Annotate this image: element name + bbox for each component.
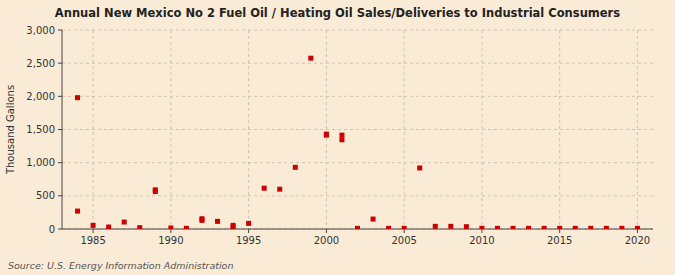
point — [526, 226, 531, 229]
y-tick — [58, 129, 62, 130]
point — [339, 133, 344, 138]
point — [324, 132, 329, 137]
point — [215, 219, 220, 224]
point — [511, 226, 516, 229]
point — [246, 221, 251, 226]
point — [417, 165, 422, 170]
point — [262, 186, 267, 191]
points — [75, 56, 640, 229]
y-axis-line — [62, 30, 63, 229]
x-grid-line — [559, 30, 560, 229]
y-tick — [58, 162, 62, 163]
point — [137, 225, 142, 229]
point — [339, 137, 344, 142]
y-tick — [58, 195, 62, 196]
x-grid-line — [481, 30, 482, 229]
x-grid-line — [248, 30, 249, 229]
background — [0, 0, 675, 275]
x-tick — [170, 229, 171, 233]
x-tick — [248, 229, 249, 233]
x-grid-line — [404, 30, 405, 229]
point — [588, 226, 593, 229]
y-grid-line — [62, 30, 653, 31]
y-tick — [58, 229, 62, 230]
x-tick-label: 2005 — [391, 235, 416, 246]
x-tick-label: 1995 — [236, 235, 261, 246]
x-tick-label: 2000 — [314, 235, 339, 246]
y-tick-label: 1,000 — [26, 157, 55, 168]
x-tick — [481, 229, 482, 233]
point — [635, 226, 640, 229]
y-tick-label: 3,000 — [26, 25, 55, 36]
x-grid-line — [326, 30, 327, 229]
point — [153, 189, 158, 194]
point — [184, 226, 189, 229]
x-tick — [404, 229, 405, 233]
point — [324, 133, 329, 138]
source: Source: U.S. Energy Information Administ… — [8, 260, 233, 271]
point — [199, 218, 204, 223]
point — [479, 226, 484, 229]
point — [122, 220, 127, 225]
y-tick-label: 500 — [36, 190, 55, 201]
point — [355, 226, 360, 229]
chart: 0 500 1,000 1,500 2,000 2,500 3,000 1985 1990 199… — [0, 0, 675, 275]
point — [448, 224, 453, 229]
grid — [62, 30, 653, 229]
y-tick — [58, 96, 62, 97]
point — [386, 226, 391, 229]
point — [604, 226, 609, 229]
x-tick — [326, 229, 327, 233]
point — [619, 226, 624, 229]
x-tick — [637, 229, 638, 233]
x-grid-line — [637, 30, 638, 229]
point — [542, 226, 547, 229]
point — [464, 224, 469, 229]
y-grid-line — [62, 96, 653, 97]
point — [75, 95, 80, 100]
x-tick — [559, 229, 560, 233]
point — [277, 187, 282, 192]
point — [495, 226, 500, 229]
y-tick-label: 2,500 — [26, 58, 55, 69]
x-grid-line — [93, 30, 94, 229]
point — [106, 225, 111, 229]
x-tick-label: 1985 — [80, 235, 105, 246]
x-tick-label: 2010 — [469, 235, 494, 246]
point — [402, 226, 407, 229]
x-tick-label: 2015 — [547, 235, 572, 246]
y-tick-label: 2,000 — [26, 91, 55, 102]
title: Annual New Mexico No 2 Fuel Oil / Heatin… — [55, 6, 620, 20]
y-tick — [58, 30, 62, 31]
point — [557, 226, 562, 229]
x-tick — [93, 229, 94, 233]
point — [91, 223, 96, 228]
y-grid-line — [62, 129, 653, 130]
point — [293, 165, 298, 170]
point — [308, 56, 313, 61]
y-tick-label: 0 — [49, 224, 55, 235]
point — [168, 226, 173, 229]
y-grid-line — [62, 162, 653, 163]
y-tick — [58, 63, 62, 64]
y-tick-label: 1,500 — [26, 124, 55, 135]
point — [573, 226, 578, 229]
point — [231, 223, 236, 228]
point — [371, 217, 376, 222]
point — [75, 209, 80, 214]
x-tick-label: 1990 — [158, 235, 183, 246]
x-grid-line — [170, 30, 171, 229]
axes: 0 500 1,000 1,500 2,000 2,500 3,000 1985 1990 199… — [26, 25, 653, 247]
y-grid-line — [62, 63, 653, 64]
point — [433, 224, 438, 229]
y-grid-line — [62, 195, 653, 196]
x-tick-label: 2020 — [625, 235, 650, 246]
y-axis-label: Thousand Gallons — [5, 85, 16, 175]
